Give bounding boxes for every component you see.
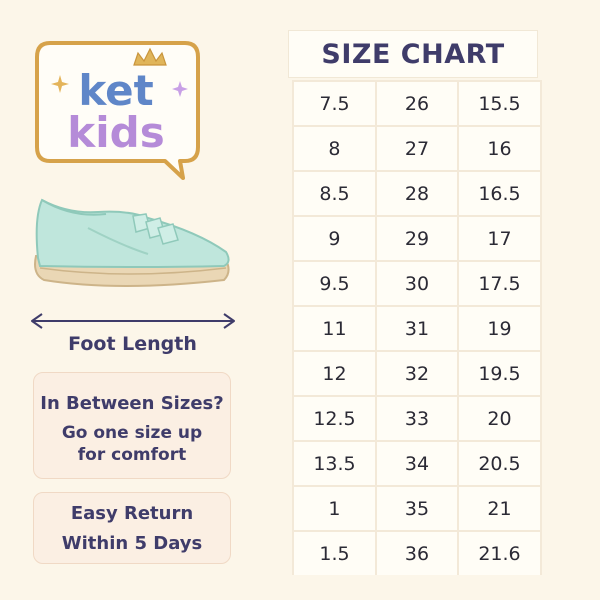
in-between-sizes-body: Go one size up for comfort: [61, 423, 203, 465]
easy-return-title: Easy Return Within 5 Days: [61, 503, 203, 554]
table-cell: 21: [457, 485, 542, 532]
table-row: 8 27 16: [292, 125, 542, 172]
table-cell: 28: [374, 170, 460, 217]
table-cell: 17: [457, 215, 542, 262]
table-cell: 34: [374, 440, 460, 487]
table-cell: 12: [292, 350, 377, 397]
table-cell: 13.5: [292, 440, 377, 487]
table-cell: 29: [374, 215, 460, 262]
table-cell: 8.5: [292, 170, 377, 217]
brand-line-kids: kids: [67, 108, 164, 157]
crown-icon: [133, 47, 167, 66]
table-row: 11 31 19: [292, 305, 542, 352]
size-chart-title: SIZE CHART: [288, 30, 538, 78]
table-row: 8.5 28 16.5: [292, 170, 542, 217]
table-cell: 19.5: [457, 350, 542, 397]
table-row: 7.5 26 15.5: [292, 80, 542, 127]
table-cell: 1.5: [292, 530, 377, 575]
table-row: 1 35 21: [292, 485, 542, 532]
table-row: 1.5 36 21.6: [292, 530, 542, 575]
foot-length-label: Foot Length: [68, 333, 197, 355]
table-cell: 8: [292, 125, 377, 172]
table-cell: 26: [374, 80, 460, 127]
brand-line-ket: ket: [78, 66, 153, 115]
table-cell: 19: [457, 305, 542, 352]
table-cell: 16: [457, 125, 542, 172]
table-cell: 12.5: [292, 395, 377, 442]
table-cell: 35: [374, 485, 460, 532]
brand-logo: ket kids: [35, 41, 200, 180]
table-cell: 21.6: [457, 530, 542, 575]
table-cell: 31: [374, 305, 460, 352]
table-row: 9 29 17: [292, 215, 542, 262]
table-cell: 9: [292, 215, 377, 262]
table-cell: 1: [292, 485, 377, 532]
in-between-sizes-title: In Between Sizes?: [40, 393, 224, 414]
table-cell: 11: [292, 305, 377, 352]
sparkle-icon: [51, 75, 69, 93]
table-cell: 20: [457, 395, 542, 442]
table-cell: 33: [374, 395, 460, 442]
table-row: 13.5 34 20.5: [292, 440, 542, 487]
table-cell: 20.5: [457, 440, 542, 487]
sparkle-icon: [172, 81, 188, 97]
table-cell: 30: [374, 260, 460, 307]
table-row: 12.5 33 20: [292, 395, 542, 442]
double-arrow-icon: [31, 313, 235, 329]
in-between-sizes-card: In Between Sizes? Go one size up for com…: [33, 372, 231, 479]
table-row: 9.5 30 17.5: [292, 260, 542, 307]
size-chart-table: 7.5 26 15.5 8 27 16 8.5 28 16.5 9 29 17 9.5 30 17.5 11 3…: [292, 80, 542, 575]
table-cell: 9.5: [292, 260, 377, 307]
table-cell: 32: [374, 350, 460, 397]
table-cell: 17.5: [457, 260, 542, 307]
table-cell: 7.5: [292, 80, 377, 127]
table-cell: 27: [374, 125, 460, 172]
shoe-icon: [34, 198, 230, 287]
table-cell: 16.5: [457, 170, 542, 217]
table-cell: 15.5: [457, 80, 542, 127]
easy-return-card: Easy Return Within 5 Days: [33, 492, 231, 564]
table-row: 12 32 19.5: [292, 350, 542, 397]
table-cell: 36: [374, 530, 460, 575]
